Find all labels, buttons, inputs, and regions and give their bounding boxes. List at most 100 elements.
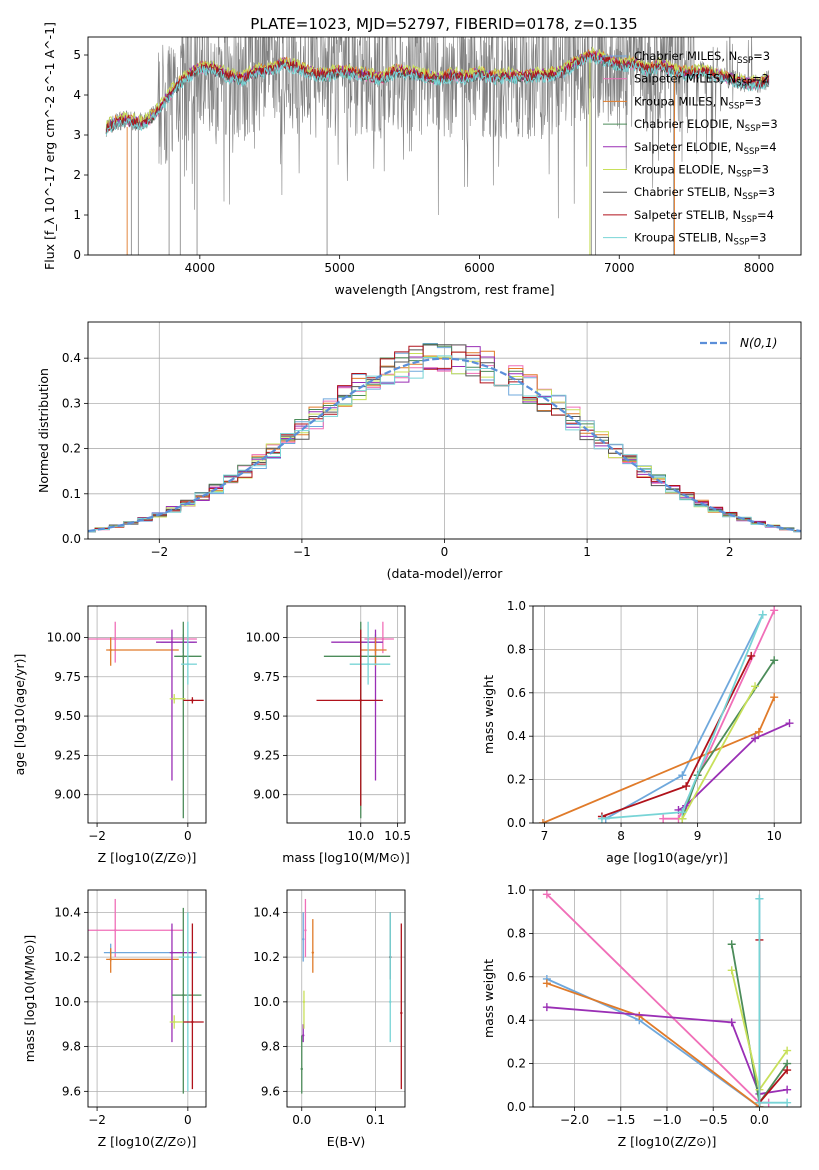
weight-line-chabrier_miles bbox=[546, 898, 761, 1107]
x-axis-label: Z [log10(Z/Z⊙)] bbox=[98, 1134, 197, 1149]
x-tick-label: 9 bbox=[694, 829, 702, 843]
panel-mass_vs_ebv: 0.0 0.1 9.6 9.8 10.0 10.2 10.4 E(B-V) bbox=[253, 889, 406, 1149]
axes-frame bbox=[87, 321, 802, 540]
data-point-salpeter_stelib bbox=[191, 1020, 194, 1024]
spectrum-legend: Chabrier MILES, NSSP=3 Salpeter MILES, NS… bbox=[603, 49, 778, 248]
data-point-kroupa_miles bbox=[109, 958, 112, 961]
weight-line-salpeter_elodie bbox=[678, 722, 790, 811]
plot-area-spectrum bbox=[105, 37, 770, 255]
plot-area-age_vs_Z bbox=[88, 621, 204, 819]
x-tick-label: 0.0 bbox=[750, 1113, 769, 1127]
weight-line-kroupa_elodie bbox=[681, 685, 756, 820]
data-point-salpeter_stelib bbox=[400, 1011, 403, 1015]
panel-spectrum: 4000 5000 6000 7000 8000 0 1 2 3 4 5 wavelength [An… bbox=[42, 22, 802, 297]
legend-value: =4 bbox=[757, 208, 774, 222]
weight-marker-chabrier_elodie bbox=[770, 656, 779, 665]
data-point-salpeter_miles bbox=[381, 637, 385, 641]
plot-area-age_vs_mass bbox=[316, 621, 394, 819]
axes-frame bbox=[286, 605, 406, 824]
y-tick-label: 10.2 bbox=[54, 950, 81, 964]
axes-frame bbox=[87, 889, 207, 1108]
plot-area-massweight_vs_age bbox=[538, 606, 794, 823]
x-tick-label: −1.5 bbox=[606, 1113, 635, 1127]
legend-subscript: SSP bbox=[734, 238, 750, 248]
weight-marker-kroupa_stelib bbox=[783, 1098, 792, 1107]
plot-area-massweight_vs_Z bbox=[542, 890, 792, 1107]
y-tick-label: 0.0 bbox=[62, 532, 81, 546]
data-point-salpeter_stelib bbox=[359, 699, 362, 702]
y-tick-label: 0.8 bbox=[507, 642, 526, 656]
plot-area-mass_vs_Z bbox=[88, 898, 204, 1094]
data-point-salpeter_stelib bbox=[191, 699, 194, 702]
axes-frame bbox=[87, 605, 207, 824]
weight-line-salpeter_miles bbox=[546, 893, 769, 1104]
y-tick-label: 9.75 bbox=[253, 670, 280, 684]
weight-marker-salpeter_elodie bbox=[785, 719, 794, 728]
x-tick-label: 8 bbox=[617, 829, 625, 843]
x-tick-label: −2 bbox=[88, 829, 106, 843]
data-point-kroupa_stelib bbox=[389, 1000, 392, 1004]
data-point-salpeter_elodie bbox=[170, 640, 174, 644]
weight-marker-salpeter_miles bbox=[770, 606, 779, 615]
x-tick-label: 8000 bbox=[744, 261, 775, 275]
y-tick-label: 0.0 bbox=[507, 1100, 526, 1114]
weight-marker-salpeter_elodie bbox=[751, 734, 760, 743]
y-tick-label: 0.4 bbox=[62, 351, 81, 365]
y-axis-label: age [log10(age/yr)] bbox=[12, 654, 27, 776]
weight-marker-chabrier_miles bbox=[678, 771, 687, 780]
y-tick-label: 4 bbox=[73, 88, 81, 102]
weight-marker-salpeter_miles bbox=[659, 814, 668, 823]
x-tick-label: 7 bbox=[541, 829, 549, 843]
y-tick-label: 0.3 bbox=[62, 396, 81, 410]
y-tick-label: 10.0 bbox=[54, 995, 81, 1009]
data-point-chabrier_elodie bbox=[182, 993, 185, 997]
x-axis-label: Z [log10(Z/Z⊙)] bbox=[98, 850, 197, 865]
data-point-kroupa_elodie bbox=[302, 1000, 306, 1004]
residual-histogram-salpeter_elodie bbox=[88, 346, 801, 533]
y-tick-label: 10.0 bbox=[253, 995, 280, 1009]
data-point-kroupa_miles bbox=[374, 648, 377, 652]
y-tick-label: 9.00 bbox=[253, 788, 280, 802]
legend-value: =3 bbox=[758, 185, 775, 199]
y-tick-label: 0.2 bbox=[62, 442, 81, 456]
weight-marker-kroupa_stelib bbox=[678, 808, 687, 817]
data-point-kroupa_stelib bbox=[186, 955, 190, 959]
y-axis-label: Normed distribution bbox=[36, 368, 51, 493]
weight-marker-kroupa_stelib bbox=[597, 814, 606, 823]
legend-subscript: SSP bbox=[737, 56, 753, 66]
y-tick-label: 10.2 bbox=[253, 950, 280, 964]
legend-subscript: SSP bbox=[745, 124, 761, 134]
y-tick-label: 9.00 bbox=[54, 788, 81, 802]
weight-marker-kroupa_miles bbox=[770, 693, 779, 702]
y-tick-label: 0.4 bbox=[507, 1013, 526, 1027]
y-axis-label: mass weight bbox=[481, 675, 496, 754]
weight-marker-salpeter_elodie bbox=[783, 1085, 792, 1094]
legend-value: =2 bbox=[752, 72, 769, 86]
legend-label-normal: N(0,1) bbox=[740, 336, 777, 350]
legend-value: =3 bbox=[749, 231, 766, 245]
y-tick-label: 0.2 bbox=[507, 1057, 526, 1071]
weight-marker-kroupa_miles bbox=[542, 979, 551, 988]
y-tick-label: 0 bbox=[73, 248, 81, 262]
x-axis-label: (data-model)/error bbox=[387, 566, 504, 581]
weight-marker-kroupa_elodie bbox=[727, 966, 736, 975]
y-tick-label: 10.4 bbox=[253, 905, 280, 919]
data-point-salpeter_elodie bbox=[302, 1034, 305, 1037]
y-tick-label: 9.6 bbox=[261, 1084, 280, 1098]
x-tick-label: 7000 bbox=[604, 261, 635, 275]
y-tick-label: 0.1 bbox=[62, 487, 81, 501]
weight-line-salpeter_stelib bbox=[758, 939, 788, 1106]
y-tick-label: 0.6 bbox=[507, 686, 526, 700]
y-tick-label: 3 bbox=[73, 128, 81, 142]
weight-marker-kroupa_stelib bbox=[755, 1098, 764, 1107]
axes-frame bbox=[532, 889, 802, 1108]
y-tick-label: 9.50 bbox=[54, 709, 81, 723]
spectrum-data-line bbox=[105, 37, 770, 219]
x-tick-label: 1 bbox=[583, 545, 591, 559]
spectrum-model-kroupa_stelib bbox=[105, 53, 769, 136]
panel-massweight_vs_Z: −2.0 −1.5 −1.0 −0.5 0.0 0.0 0.2 0.4 0.6 0.8 1.0 Z [… bbox=[481, 883, 802, 1149]
x-tick-label: 0 bbox=[184, 1113, 192, 1127]
weight-marker-salpeter_stelib bbox=[783, 1066, 792, 1075]
weight-marker-salpeter_elodie bbox=[727, 1018, 736, 1027]
